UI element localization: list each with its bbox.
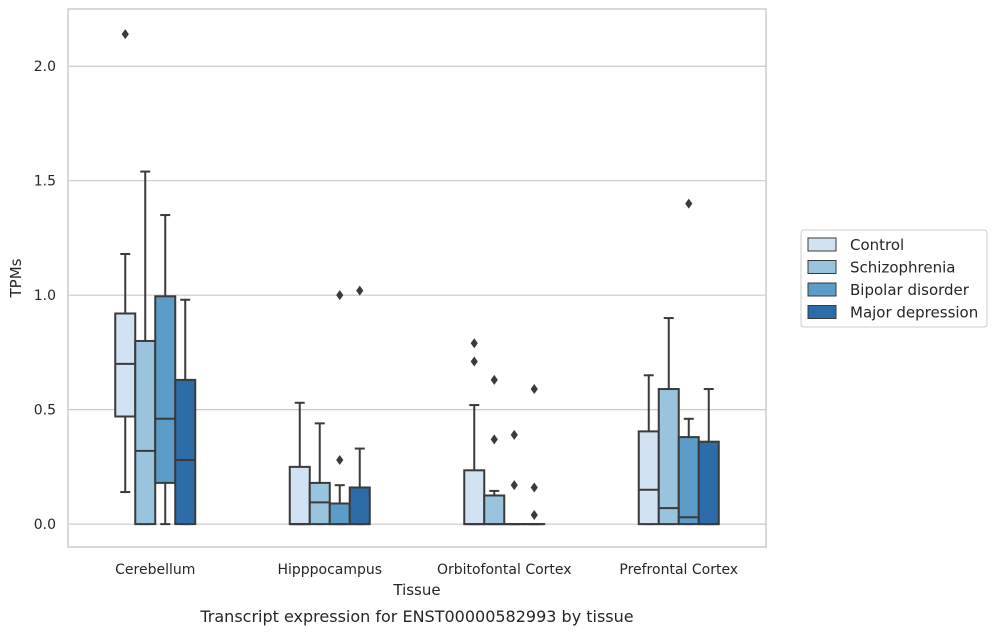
- outlier-point: [510, 480, 518, 491]
- box: [154, 295, 177, 484]
- x-tick-label: Hipppocampus: [277, 562, 382, 578]
- box: [637, 430, 660, 526]
- box-series: [114, 29, 720, 526]
- box: [114, 312, 137, 418]
- series-bipolar-disorder: [154, 198, 700, 526]
- box: [288, 465, 311, 526]
- legend-label: Bipolar disorder: [850, 281, 970, 299]
- x-tick-label: Cerebellum: [115, 562, 195, 578]
- outlier-point: [530, 384, 538, 395]
- outlier-point: [530, 482, 538, 493]
- outlier-point: [356, 285, 364, 296]
- box: [483, 494, 506, 526]
- legend-swatch: [807, 237, 837, 252]
- y-tick-labels: 0.0 0.5 1.0 1.5 2.0: [34, 59, 56, 533]
- outlier-point: [121, 29, 129, 40]
- x-tick-labels: Cerebellum Hipppocampus Orbitofontal Corte…: [115, 562, 738, 578]
- y-tick-label: 2.0: [34, 59, 56, 75]
- box: [657, 388, 680, 526]
- legend: Control Schizophrenia Bipolar disorder Majo…: [800, 229, 988, 328]
- y-tick-label: 0.0: [34, 517, 56, 533]
- outlier-point: [685, 198, 693, 209]
- box: [697, 440, 720, 526]
- outlier-point: [470, 338, 478, 349]
- box: [328, 502, 351, 526]
- outlier-point: [530, 509, 538, 520]
- box: [677, 436, 700, 526]
- box: [463, 469, 486, 526]
- series-major-depression: [174, 285, 720, 526]
- outlier-point: [336, 455, 344, 466]
- y-tick-label: 0.5: [34, 403, 56, 419]
- x-tick-label: Prefrontal Cortex: [619, 562, 738, 578]
- legend-swatch: [807, 260, 837, 274]
- outlier-point: [470, 356, 478, 367]
- box: [174, 378, 197, 526]
- legend-swatch: [807, 282, 837, 297]
- box: [134, 339, 157, 526]
- y-axis-label: TPMs: [7, 258, 25, 298]
- outlier-point: [490, 374, 498, 385]
- series-control: [114, 29, 660, 526]
- legend-label: Major depression: [850, 304, 978, 322]
- x-tick-label: Orbitofontal Cortex: [437, 562, 572, 578]
- outlier-point: [510, 429, 518, 440]
- legend-label: Control: [850, 236, 904, 254]
- y-tick-label: 1.5: [34, 174, 56, 190]
- legend-label: Schizophrenia: [850, 259, 955, 277]
- y-tick-label: 1.0: [34, 288, 56, 304]
- outlier-point: [490, 434, 498, 445]
- chart-caption: Transcript expression for ENST0000058299…: [199, 607, 633, 626]
- legend-swatch: [807, 305, 837, 319]
- plot-frame: [67, 8, 767, 548]
- outlier-point: [336, 290, 344, 301]
- box: [348, 486, 371, 526]
- legend-frame: [800, 229, 988, 328]
- series-schizophrenia: [134, 170, 680, 526]
- x-axis-label: Tissue: [392, 581, 440, 599]
- box: [308, 481, 331, 526]
